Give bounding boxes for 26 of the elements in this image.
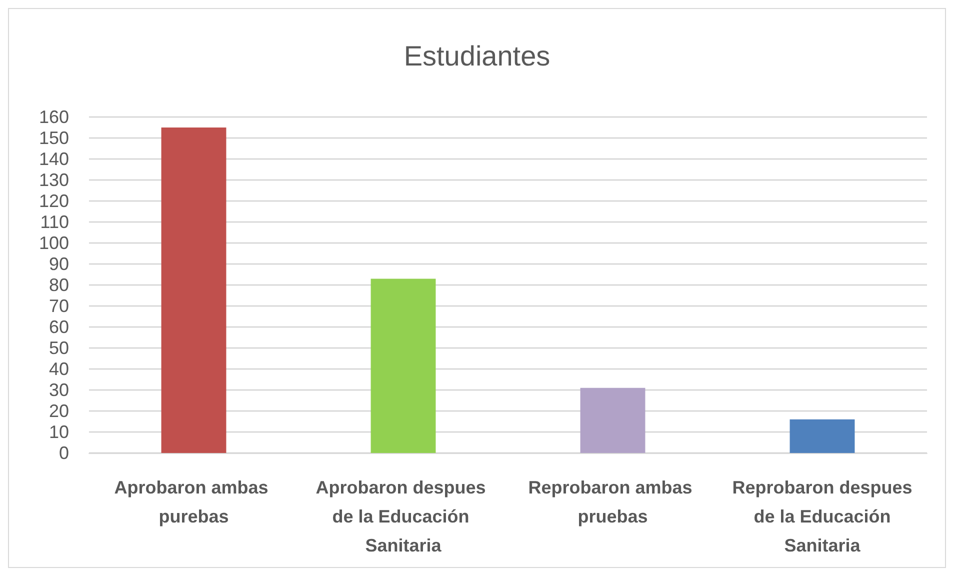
x-tick-label: Aprobaron ambas purebas (114, 478, 274, 526)
y-tick-label: 90 (48, 254, 69, 274)
y-tick-label: 30 (48, 380, 69, 400)
y-tick-label: 60 (48, 317, 69, 337)
chart-title: Estudiantes (404, 40, 550, 72)
x-tick-label: Reprobaron ambas pruebas (528, 478, 698, 526)
bar (790, 419, 855, 453)
y-tick-label: 150 (38, 128, 69, 148)
bar (161, 128, 226, 453)
x-tick-label: Reprobaron despues de la Educación Sanitaria (732, 478, 912, 556)
y-tick-label: 80 (48, 275, 69, 295)
y-tick-label: 130 (38, 170, 69, 190)
y-tick-label: 20 (48, 401, 69, 421)
y-tick-label: 70 (48, 296, 69, 316)
y-tick-label: 100 (38, 233, 69, 253)
x-tick-label: Aprobaron despues de la Educación Sanitaria (316, 478, 491, 556)
y-tick-label: 140 (38, 149, 69, 169)
bar (370, 278, 436, 453)
y-tick-label: 0 (58, 443, 69, 463)
y-tick-label: 40 (48, 359, 69, 379)
y-tick-label: 50 (48, 338, 69, 358)
y-tick-label: 160 (38, 107, 69, 127)
y-tick-label: 110 (40, 212, 69, 232)
y-tick-label: 120 (38, 191, 69, 211)
y-tick-label: 10 (48, 422, 69, 442)
bar (580, 388, 646, 453)
